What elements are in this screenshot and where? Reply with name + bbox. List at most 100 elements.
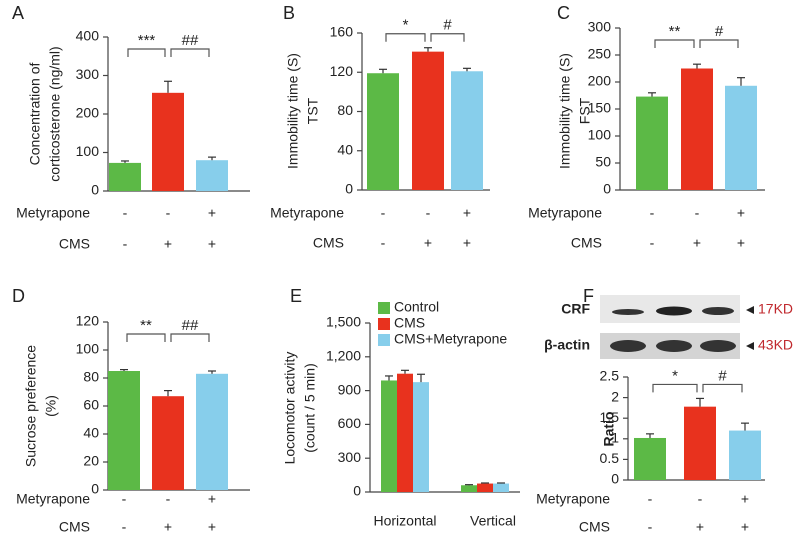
y-tick-label: 0 [345,181,353,197]
blot-size: 17KD [758,301,793,317]
y-tick-label: 900 [338,381,362,397]
y-tick-label: 300 [76,66,100,82]
bar [152,396,184,490]
y-tick-label: 40 [83,425,99,441]
treatment-sign: - [698,491,703,507]
significance-label: ** [140,317,152,334]
treatment-sign: - [166,205,171,221]
y-tick-label: 0 [91,182,99,198]
bar [681,68,713,190]
treatment-name: Metyrapone [16,205,90,221]
bar [729,430,761,480]
treatment-sign: - [381,235,386,251]
y-axis-label: TST [305,97,321,124]
treatment-name: CMS [59,236,90,252]
legend-swatch [378,318,390,330]
significance-label: # [718,367,727,384]
bar [636,96,668,190]
treatment-sign: - [695,205,700,221]
y-tick-label: 300 [338,449,362,465]
panel-letter: C [557,3,570,23]
bar [493,483,509,492]
significance-bracket [702,383,743,393]
bar [413,382,429,492]
legend-label: Control [394,299,439,315]
blot-label: β-actin [544,337,590,353]
y-tick-label: 0 [611,471,619,487]
y-tick-label: 80 [337,102,353,118]
y-tick-label: 0 [603,181,611,197]
y-axis-label: Locomotor activity [282,352,298,465]
treatment-sign: + [737,205,745,221]
significance-bracket [170,48,210,57]
treatment-sign: + [164,236,172,252]
panel-letter: E [290,286,302,306]
y-tick-label: 1,500 [326,314,361,330]
y-tick-label: 250 [588,46,612,62]
significance-label: * [403,17,409,34]
y-tick-label: 120 [330,63,354,79]
panel-letter: F [583,286,594,306]
blot-arrow [746,306,754,314]
treatment-sign: + [463,235,471,251]
treatment-sign: - [122,519,127,535]
significance-label: *** [138,32,156,49]
blot-label: CRF [561,301,590,317]
significance-bracket [127,48,166,57]
treatment-name: Metyrapone [528,205,602,221]
bar [108,371,140,490]
treatment-sign: + [741,519,749,535]
treatment-name: CMS [579,519,610,535]
y-tick-label: 200 [76,105,100,121]
y-tick-label: 300 [588,19,612,35]
y-tick-label: 60 [83,397,99,413]
y-tick-label: 100 [76,341,100,357]
blot-image [600,295,740,359]
x-tick-label: Horizontal [373,513,436,529]
x-tick-label: Vertical [470,513,516,529]
significance-label: ## [182,317,199,334]
legend-swatch [378,334,390,346]
y-tick-label: 80 [83,369,99,385]
y-axis-label: Immobility time (S) [557,53,573,169]
significance-bracket [654,39,695,48]
bar [451,71,483,190]
bar [196,160,228,191]
treatment-sign: - [648,491,653,507]
significance-label: # [715,23,724,40]
treatment-sign: - [426,205,431,221]
treatment-sign: - [123,236,128,252]
treatment-sign: + [208,205,216,221]
treatment-sign: + [741,491,749,507]
y-tick-label: 120 [76,313,100,329]
legend-label: CMS [394,315,425,331]
treatment-sign: - [123,205,128,221]
y-tick-label: 20 [83,453,99,469]
treatment-sign: + [208,519,216,535]
bar [477,483,493,492]
y-tick-label: 200 [588,73,612,89]
bar [412,51,444,190]
treatment-sign: + [696,519,704,535]
significance-bracket [699,39,739,48]
legend-label: CMS+Metyrapone [394,331,507,347]
y-axis-label: (count / 5 min) [302,363,318,452]
panel-letter: B [283,3,295,23]
significance-bracket [170,333,210,342]
bar [367,73,399,190]
y-axis-label: FST [577,97,593,124]
treatment-sign: + [208,491,216,507]
significance-label: # [443,17,452,34]
treatment-sign: + [737,235,745,251]
y-tick-label: 400 [76,28,100,44]
treatment-sign: + [424,235,432,251]
bar [397,373,413,492]
treatment-sign: + [208,236,216,252]
panel-letter: D [12,286,25,306]
treatment-sign: - [122,491,127,507]
y-axis-label: Immobility time (S) [285,53,301,169]
bar [381,380,397,492]
bar [725,85,757,190]
treatment-sign: + [693,235,701,251]
